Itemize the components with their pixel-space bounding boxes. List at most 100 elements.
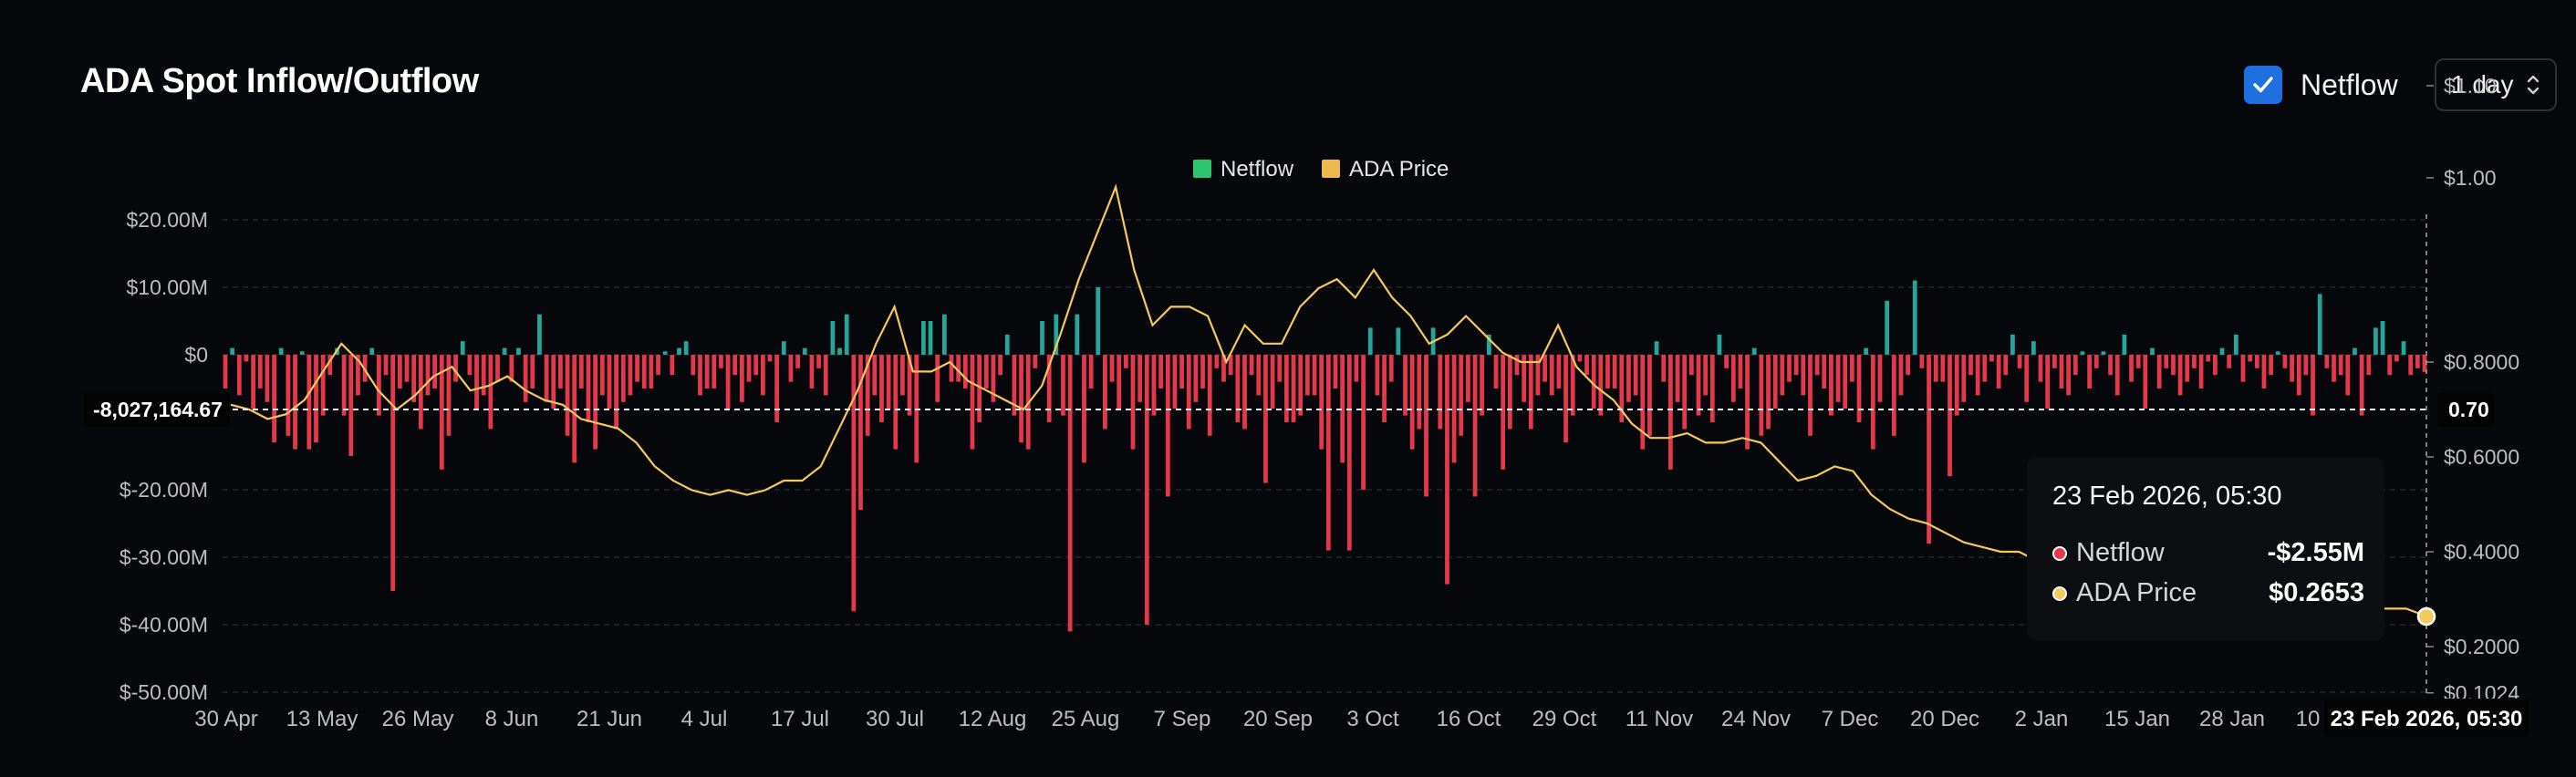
netflow-bar xyxy=(2345,355,2351,396)
netflow-bar xyxy=(2080,351,2085,355)
netflow-bar xyxy=(872,355,878,396)
netflow-bar xyxy=(1117,355,1122,409)
netflow-bar xyxy=(2275,351,2280,355)
netflow-bar xyxy=(656,355,660,376)
netflow-bar xyxy=(1214,355,1220,368)
netflow-bar xyxy=(467,355,473,376)
y-right-tick-label: $0.4000 xyxy=(2444,540,2519,564)
netflow-bar xyxy=(1200,355,1205,388)
netflow-bar xyxy=(1619,355,1625,422)
netflow-bar xyxy=(2108,355,2113,376)
netflow-bar xyxy=(795,355,800,368)
netflow-bar xyxy=(991,355,996,402)
netflow-bar xyxy=(404,355,410,382)
netflow-bar xyxy=(1417,355,1422,430)
x-tick-label: 7 Dec xyxy=(1822,707,1879,731)
netflow-bar xyxy=(460,341,465,355)
netflow-bar xyxy=(2422,355,2427,372)
netflow-toggle[interactable]: Netflow xyxy=(2244,66,2398,104)
netflow-bar xyxy=(977,355,982,422)
netflow-bar xyxy=(509,355,514,382)
netflow-bar xyxy=(278,347,284,355)
netflow-bar xyxy=(1123,355,1128,368)
netflow-bar xyxy=(544,355,549,402)
netflow-bar xyxy=(1906,355,1910,376)
netflow-bar xyxy=(537,314,542,355)
x-tick-label: 7 Sep xyxy=(1154,707,1211,731)
netflow-bar xyxy=(2164,355,2169,368)
netflow-bar xyxy=(900,355,905,396)
netflow-bar xyxy=(1528,355,1533,430)
crosshair-left-label: -8,027,164.67 xyxy=(93,398,223,421)
netflow-bar xyxy=(816,355,821,368)
netflow-bar xyxy=(725,355,731,409)
x-tick-label: 2 Jan xyxy=(2015,707,2069,731)
netflow-bar xyxy=(1696,355,1701,416)
y-left-tick-label: $-30.00M xyxy=(119,545,208,569)
netflow-bar xyxy=(516,347,521,355)
interval-select[interactable]: 1 day xyxy=(2435,58,2557,111)
netflow-bar xyxy=(230,347,235,355)
netflow-bar xyxy=(1535,355,1541,396)
netflow-bar xyxy=(1165,355,1170,497)
netflow-bar xyxy=(2066,355,2072,396)
netflow-bar xyxy=(1298,355,1304,416)
netflow-bar xyxy=(1228,355,1233,376)
netflow-bar xyxy=(1793,355,1799,376)
netflow-bar xyxy=(1291,355,1296,422)
netflow-bar xyxy=(851,355,857,612)
netflow-bar xyxy=(949,355,954,382)
netflow-bar xyxy=(2213,355,2218,376)
netflow-bar xyxy=(1388,355,1394,382)
netflow-bar xyxy=(390,355,396,591)
netflow-bar xyxy=(327,355,333,376)
netflow-bar xyxy=(1898,355,1904,396)
netflow-bar xyxy=(314,355,318,443)
netflow-bar xyxy=(1948,355,1952,477)
netflow-bar xyxy=(1647,355,1652,436)
netflow-bar xyxy=(2024,355,2030,402)
netflow-bar xyxy=(2269,355,2273,376)
netflow-bar xyxy=(1472,355,1478,497)
netflow-bar xyxy=(1563,355,1568,443)
tooltip-dot-netflow xyxy=(2052,545,2067,561)
netflow-bar xyxy=(565,355,570,436)
netflow-bar xyxy=(1850,355,1854,382)
checkmark-icon xyxy=(2253,77,2273,93)
netflow-bar xyxy=(1346,355,1352,551)
netflow-bar xyxy=(1772,355,1778,409)
netflow-bar xyxy=(1654,341,1659,355)
netflow-bar xyxy=(1661,355,1667,382)
netflow-bar xyxy=(2324,355,2330,368)
netflow-bar xyxy=(2093,355,2099,368)
y-left-tick-label: $0 xyxy=(184,343,208,367)
netflow-bar xyxy=(2290,355,2294,382)
netflow-bar xyxy=(2101,351,2106,355)
netflow-bar xyxy=(1501,355,1506,470)
y-right-tick-label: $1.00 xyxy=(2444,166,2497,190)
netflow-checkbox[interactable] xyxy=(2244,66,2282,104)
netflow-bar xyxy=(712,355,717,388)
netflow-bar xyxy=(698,355,702,396)
netflow-bar xyxy=(341,355,347,416)
netflow-bar xyxy=(753,355,759,376)
tooltip-dot-price xyxy=(2052,585,2067,601)
netflow-bar xyxy=(2114,355,2120,396)
right-axis: $1.10$1.00$0.8000$0.6000$0.4000$0.2000$0… xyxy=(2425,74,2519,705)
legend-swatch-netflow xyxy=(1193,160,1211,178)
netflow-bar xyxy=(1312,355,1317,396)
netflow-bar xyxy=(649,355,654,388)
netflow-bar xyxy=(740,355,744,402)
crosshair-x-label: 23 Feb 2026, 05:30 xyxy=(2331,707,2523,731)
netflow-bar xyxy=(306,355,312,450)
x-tick-label: 15 Jan xyxy=(2104,707,2170,731)
netflow-bar xyxy=(1940,355,1946,382)
interval-value: 1 day xyxy=(2451,70,2514,98)
netflow-bar xyxy=(1829,355,1833,416)
netflow-bar xyxy=(1717,334,1722,355)
netflow-bar xyxy=(1605,355,1610,388)
netflow-bar xyxy=(1709,355,1715,422)
netflow-bar xyxy=(1542,355,1547,382)
x-tick-label: 29 Oct xyxy=(1532,707,1597,731)
netflow-bars xyxy=(223,280,2427,632)
